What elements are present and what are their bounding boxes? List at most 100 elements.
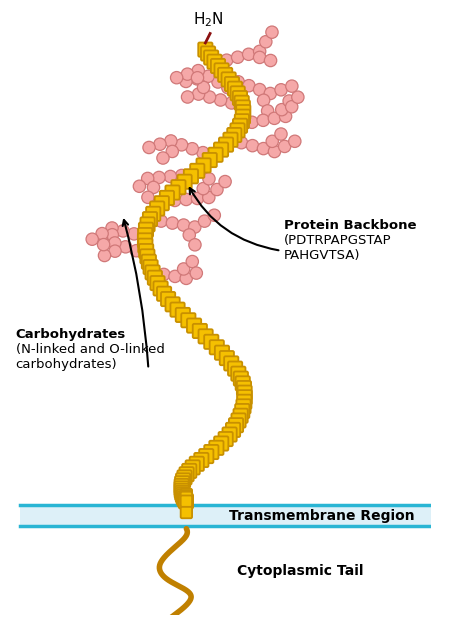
FancyBboxPatch shape bbox=[209, 441, 223, 455]
FancyBboxPatch shape bbox=[138, 238, 153, 253]
Text: Transmembrane Region: Transmembrane Region bbox=[229, 509, 414, 524]
FancyBboxPatch shape bbox=[225, 77, 239, 91]
FancyBboxPatch shape bbox=[204, 51, 218, 65]
Circle shape bbox=[283, 95, 295, 107]
FancyBboxPatch shape bbox=[218, 432, 233, 446]
Circle shape bbox=[86, 233, 98, 245]
Circle shape bbox=[280, 110, 292, 122]
FancyBboxPatch shape bbox=[187, 318, 201, 333]
Circle shape bbox=[178, 219, 190, 232]
FancyBboxPatch shape bbox=[201, 46, 215, 61]
Circle shape bbox=[153, 171, 165, 183]
FancyBboxPatch shape bbox=[214, 63, 229, 77]
Circle shape bbox=[154, 138, 166, 150]
FancyBboxPatch shape bbox=[193, 324, 207, 338]
Circle shape bbox=[117, 225, 129, 237]
FancyBboxPatch shape bbox=[228, 82, 242, 96]
Circle shape bbox=[158, 268, 170, 281]
Circle shape bbox=[212, 76, 224, 88]
FancyBboxPatch shape bbox=[236, 110, 250, 124]
Circle shape bbox=[265, 54, 277, 67]
FancyBboxPatch shape bbox=[161, 292, 175, 306]
Circle shape bbox=[232, 76, 244, 88]
FancyBboxPatch shape bbox=[143, 212, 157, 227]
Circle shape bbox=[221, 54, 233, 66]
FancyBboxPatch shape bbox=[214, 142, 228, 157]
Circle shape bbox=[197, 182, 209, 195]
Circle shape bbox=[211, 183, 223, 196]
Text: PAHGVTSA): PAHGVTSA) bbox=[284, 249, 361, 262]
Circle shape bbox=[133, 180, 145, 192]
FancyBboxPatch shape bbox=[218, 68, 232, 82]
Circle shape bbox=[175, 169, 188, 182]
FancyBboxPatch shape bbox=[199, 449, 213, 463]
FancyBboxPatch shape bbox=[236, 376, 250, 391]
FancyBboxPatch shape bbox=[184, 169, 198, 183]
FancyBboxPatch shape bbox=[160, 191, 174, 205]
FancyBboxPatch shape bbox=[219, 137, 233, 152]
Circle shape bbox=[180, 193, 192, 206]
FancyBboxPatch shape bbox=[226, 423, 240, 437]
FancyBboxPatch shape bbox=[178, 493, 193, 507]
Circle shape bbox=[231, 51, 244, 64]
Circle shape bbox=[266, 26, 278, 38]
FancyBboxPatch shape bbox=[165, 297, 180, 311]
FancyBboxPatch shape bbox=[176, 308, 190, 322]
Circle shape bbox=[157, 152, 169, 164]
Circle shape bbox=[253, 51, 266, 64]
Circle shape bbox=[130, 245, 142, 257]
Circle shape bbox=[141, 172, 154, 185]
Circle shape bbox=[292, 91, 304, 104]
FancyBboxPatch shape bbox=[238, 390, 252, 404]
Circle shape bbox=[219, 175, 231, 188]
FancyBboxPatch shape bbox=[235, 114, 249, 129]
Circle shape bbox=[164, 170, 177, 183]
Circle shape bbox=[260, 36, 272, 48]
Circle shape bbox=[120, 241, 132, 253]
Circle shape bbox=[214, 94, 226, 106]
Circle shape bbox=[268, 112, 280, 125]
FancyBboxPatch shape bbox=[210, 340, 224, 354]
Circle shape bbox=[96, 232, 108, 245]
FancyBboxPatch shape bbox=[194, 453, 208, 467]
FancyBboxPatch shape bbox=[186, 461, 200, 474]
Text: H$_2$N: H$_2$N bbox=[193, 10, 224, 29]
FancyBboxPatch shape bbox=[139, 244, 153, 258]
FancyBboxPatch shape bbox=[145, 265, 160, 280]
Circle shape bbox=[266, 135, 279, 147]
Text: Cytoplasmic Tail: Cytoplasmic Tail bbox=[236, 564, 363, 578]
Circle shape bbox=[186, 255, 198, 268]
Circle shape bbox=[169, 194, 181, 207]
FancyBboxPatch shape bbox=[233, 409, 248, 423]
Circle shape bbox=[254, 45, 266, 57]
FancyBboxPatch shape bbox=[177, 490, 191, 504]
Circle shape bbox=[208, 209, 221, 222]
FancyBboxPatch shape bbox=[198, 329, 213, 343]
Circle shape bbox=[226, 97, 238, 109]
FancyBboxPatch shape bbox=[140, 250, 154, 263]
FancyBboxPatch shape bbox=[224, 356, 238, 371]
Circle shape bbox=[197, 147, 209, 158]
Circle shape bbox=[257, 142, 270, 155]
FancyBboxPatch shape bbox=[179, 467, 194, 481]
FancyBboxPatch shape bbox=[236, 105, 251, 119]
FancyBboxPatch shape bbox=[222, 72, 236, 87]
Circle shape bbox=[166, 145, 178, 158]
Circle shape bbox=[202, 70, 214, 82]
Circle shape bbox=[203, 91, 216, 103]
Circle shape bbox=[202, 192, 215, 203]
FancyBboxPatch shape bbox=[237, 386, 252, 400]
FancyBboxPatch shape bbox=[165, 185, 180, 200]
FancyBboxPatch shape bbox=[144, 260, 158, 274]
Circle shape bbox=[246, 140, 259, 152]
FancyBboxPatch shape bbox=[214, 436, 228, 451]
Text: (N-linked and O-linked: (N-linked and O-linked bbox=[15, 343, 164, 356]
Circle shape bbox=[98, 250, 111, 261]
Circle shape bbox=[147, 181, 159, 193]
Circle shape bbox=[128, 228, 140, 240]
FancyBboxPatch shape bbox=[181, 495, 192, 507]
FancyBboxPatch shape bbox=[150, 202, 164, 216]
Circle shape bbox=[170, 72, 183, 84]
Circle shape bbox=[235, 137, 248, 149]
Bar bbox=[20, 505, 431, 526]
